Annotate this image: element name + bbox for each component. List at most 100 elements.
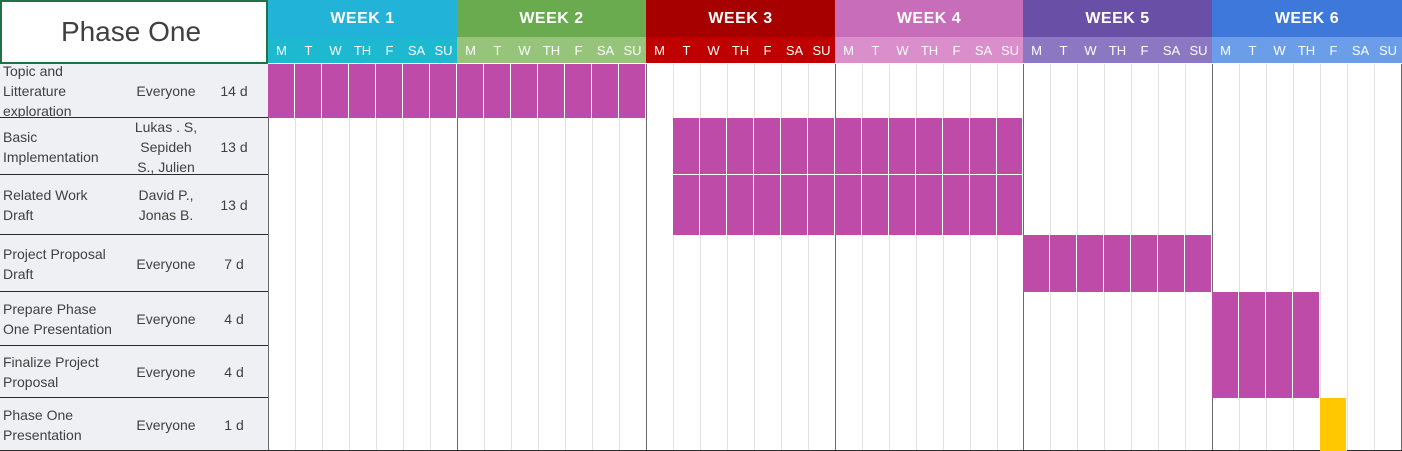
task-bar-segment bbox=[943, 175, 970, 235]
week-gridline bbox=[457, 64, 458, 451]
task-row bbox=[0, 346, 268, 398]
task-assignee: Everyone bbox=[136, 83, 196, 99]
day-header: W bbox=[322, 37, 349, 63]
day-header: T bbox=[673, 37, 700, 63]
day-header: SA bbox=[781, 37, 808, 63]
task-bar-segment bbox=[1293, 292, 1320, 346]
task-bar-segment bbox=[781, 175, 808, 235]
day-header: TH bbox=[1293, 37, 1320, 63]
task-bar-segment bbox=[1212, 292, 1239, 346]
task-bar-segment bbox=[889, 118, 916, 175]
day-gridline bbox=[727, 64, 728, 451]
task-name: Basic Implementation bbox=[3, 128, 99, 165]
task-bar-segment bbox=[754, 175, 781, 235]
day-header: TH bbox=[916, 37, 943, 63]
day-gridline bbox=[538, 64, 539, 451]
day-header: SA bbox=[1347, 37, 1374, 63]
task-duration: 13 d bbox=[220, 197, 248, 213]
task-bar-segment bbox=[997, 175, 1023, 235]
task-bar-segment bbox=[619, 64, 646, 118]
task-bar-segment bbox=[916, 175, 943, 235]
task-bar-segment bbox=[673, 118, 700, 175]
task-bar-segment bbox=[376, 64, 403, 118]
day-gridline bbox=[700, 64, 701, 451]
day-gridline bbox=[673, 64, 674, 451]
task-bar-segment bbox=[1131, 235, 1158, 292]
day-header: M bbox=[646, 37, 673, 63]
day-header: T bbox=[1050, 37, 1077, 63]
task-assignee: Everyone bbox=[136, 311, 196, 327]
day-header: W bbox=[1077, 37, 1104, 63]
task-name: Prepare Phase One Presentation bbox=[3, 301, 112, 337]
day-gridline bbox=[1239, 64, 1240, 451]
week-header-4: WEEK 4 bbox=[835, 0, 1023, 37]
task-name: Finalize Project Proposal bbox=[3, 354, 99, 390]
task-name: Phase One Presentation bbox=[3, 406, 82, 443]
task-bar-segment bbox=[727, 175, 754, 235]
day-gridline bbox=[430, 64, 431, 451]
day-header: SU bbox=[430, 37, 457, 63]
task-assignee: David P., Jonas B. bbox=[138, 187, 194, 223]
task-bar-segment bbox=[349, 64, 376, 118]
task-bar-segment bbox=[727, 118, 754, 175]
task-bar-segment bbox=[808, 118, 835, 175]
day-header: F bbox=[754, 37, 781, 63]
task-bar-segment bbox=[862, 175, 889, 235]
day-header: M bbox=[268, 37, 295, 63]
task-bar-segment bbox=[1104, 235, 1131, 292]
task-bar-segment bbox=[1266, 292, 1293, 346]
day-gridline bbox=[565, 64, 566, 451]
day-header: SU bbox=[619, 37, 646, 63]
task-bar-segment bbox=[430, 64, 457, 118]
task-bar-segment bbox=[295, 64, 322, 118]
day-gridline bbox=[403, 64, 404, 451]
day-gridline bbox=[592, 64, 593, 451]
task-bar-segment bbox=[403, 64, 430, 118]
day-gridline bbox=[1374, 64, 1375, 451]
day-gridline bbox=[1320, 64, 1321, 451]
day-header: T bbox=[295, 37, 322, 63]
day-gridline bbox=[619, 64, 620, 451]
task-bar-segment bbox=[1266, 346, 1293, 398]
day-header: SA bbox=[592, 37, 619, 63]
task-bar-segment bbox=[565, 64, 592, 118]
day-header: T bbox=[862, 37, 889, 63]
day-gridline bbox=[376, 64, 377, 451]
day-gridline bbox=[349, 64, 350, 451]
day-header: M bbox=[835, 37, 862, 63]
day-header: W bbox=[511, 37, 538, 63]
milestone-marker bbox=[1320, 398, 1347, 451]
task-bar-segment bbox=[700, 175, 727, 235]
week-gridline bbox=[1212, 64, 1213, 451]
day-gridline bbox=[943, 64, 944, 451]
day-header: M bbox=[1023, 37, 1050, 63]
day-gridline bbox=[1347, 64, 1348, 451]
week-header-2: WEEK 2 bbox=[457, 0, 646, 37]
day-header: TH bbox=[538, 37, 565, 63]
day-header: M bbox=[1212, 37, 1239, 63]
task-bar-segment bbox=[835, 175, 862, 235]
task-bar-segment bbox=[835, 118, 862, 175]
task-duration: 7 d bbox=[224, 255, 244, 272]
task-bar-segment bbox=[808, 175, 835, 235]
task-bar-segment bbox=[700, 118, 727, 175]
day-header: SU bbox=[808, 37, 835, 63]
day-gridline bbox=[808, 64, 809, 451]
day-gridline bbox=[916, 64, 917, 451]
week-header-3: WEEK 3 bbox=[646, 0, 835, 37]
task-bar-segment bbox=[457, 64, 484, 118]
task-duration: 4 d bbox=[224, 311, 244, 327]
task-bar-segment bbox=[592, 64, 619, 118]
day-gridline bbox=[511, 64, 512, 451]
day-gridline bbox=[295, 64, 296, 451]
task-row bbox=[0, 235, 268, 292]
task-bar-segment bbox=[862, 118, 889, 175]
day-header: SU bbox=[1185, 37, 1212, 63]
task-assignee: Lukas . S, Sepideh S., Julien bbox=[134, 118, 198, 175]
task-duration: 13 d bbox=[220, 138, 248, 155]
task-assignee: Everyone bbox=[136, 255, 196, 272]
task-bar-segment bbox=[1239, 292, 1266, 346]
task-row bbox=[0, 398, 268, 451]
day-gridline bbox=[754, 64, 755, 451]
task-bar-segment bbox=[1050, 235, 1077, 292]
